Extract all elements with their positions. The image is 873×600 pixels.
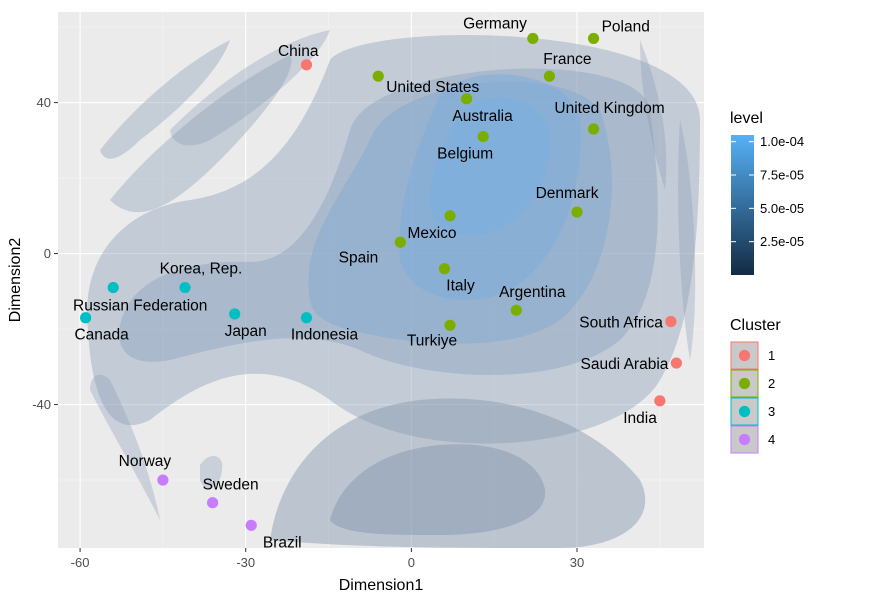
cluster-key-label: 1 bbox=[768, 348, 775, 363]
data-point bbox=[229, 308, 241, 320]
level-legend-ticks: 1.0e-04 7.5e-05 5.0e-05 2.5e-05 bbox=[731, 134, 804, 249]
density-band-14 bbox=[640, 40, 667, 190]
point-label: China bbox=[278, 43, 319, 60]
point-label: Spain bbox=[339, 249, 379, 266]
level-legend: level 1.0e-04 7.5e-05 5.0e-05 2.5e-05 bbox=[730, 110, 804, 275]
cluster-key-box bbox=[730, 369, 759, 398]
density-band-8 bbox=[110, 55, 292, 213]
point-label: Russian Federation bbox=[73, 298, 207, 315]
point-label: Mexico bbox=[407, 225, 456, 242]
data-point bbox=[587, 32, 600, 45]
x-axis-ticks: -60 -30 0 30 bbox=[71, 548, 584, 570]
point-label: Norway bbox=[119, 453, 172, 470]
density-band-9 bbox=[100, 40, 230, 159]
point-label: Indonesia bbox=[291, 327, 359, 344]
data-point bbox=[107, 281, 119, 294]
data-point bbox=[543, 70, 556, 82]
data-point bbox=[527, 32, 539, 45]
density-band-11 bbox=[90, 374, 160, 520]
cluster-key-label: 2 bbox=[768, 376, 775, 391]
point-label: Argentina bbox=[499, 284, 566, 301]
level-tick-label: 2.5e-05 bbox=[760, 234, 804, 249]
cluster-key-dot bbox=[738, 405, 751, 418]
data-point bbox=[372, 70, 384, 82]
data-point bbox=[300, 312, 313, 324]
data-point bbox=[444, 210, 456, 222]
cluster-key-dot bbox=[738, 433, 751, 446]
point-label: Germany bbox=[463, 15, 527, 32]
points-layer bbox=[80, 32, 682, 531]
point-label: Australia bbox=[452, 108, 513, 125]
cluster-key-label: 3 bbox=[768, 404, 775, 419]
y-axis-title: Dimension2 bbox=[7, 238, 24, 323]
data-point bbox=[654, 395, 666, 407]
data-point bbox=[587, 123, 600, 135]
y-tick-label: 40 bbox=[37, 95, 51, 110]
data-point bbox=[571, 206, 583, 218]
point-label: United Kingdom bbox=[554, 100, 664, 117]
point-label: Korea, Rep. bbox=[160, 261, 243, 278]
data-point bbox=[80, 312, 92, 324]
point-label: India bbox=[623, 410, 657, 427]
density-band-6 bbox=[270, 398, 646, 548]
cluster-key-label: 4 bbox=[768, 432, 775, 447]
level-tick-label: 7.5e-05 bbox=[760, 168, 804, 183]
density-band-5 bbox=[430, 97, 551, 236]
cluster-key-dot bbox=[738, 349, 751, 362]
data-point bbox=[300, 59, 313, 71]
data-point bbox=[438, 263, 451, 275]
data-point bbox=[670, 357, 682, 369]
point-label: Denmark bbox=[536, 185, 599, 202]
x-tick-label: 30 bbox=[570, 555, 584, 570]
point-label: Saudi Arabia bbox=[580, 356, 668, 373]
data-point bbox=[665, 315, 677, 328]
level-tick-label: 1.0e-04 bbox=[760, 134, 804, 149]
density-contours bbox=[86, 30, 701, 548]
data-point bbox=[206, 497, 219, 509]
density-band-7 bbox=[330, 444, 546, 535]
cluster-legend-items: 1 2 3 4 bbox=[730, 341, 775, 454]
cluster-key-dot bbox=[738, 377, 751, 390]
point-label: United States bbox=[386, 79, 479, 96]
cluster-key-box bbox=[730, 397, 759, 426]
point-label: Poland bbox=[602, 18, 650, 35]
level-colorbar bbox=[731, 135, 754, 275]
point-label: Canada bbox=[74, 327, 129, 344]
data-point bbox=[157, 474, 169, 486]
cluster-legend-title: Cluster bbox=[730, 317, 781, 334]
data-point bbox=[477, 130, 489, 143]
x-tick-label: -30 bbox=[236, 555, 255, 570]
density-band-13 bbox=[678, 120, 696, 360]
point-label: Turkiye bbox=[407, 332, 457, 349]
density-band-12 bbox=[200, 455, 223, 489]
point-label: Sweden bbox=[203, 477, 259, 494]
y-tick-label: 0 bbox=[44, 246, 51, 261]
point-label: Italy bbox=[446, 278, 475, 295]
density-band-10 bbox=[170, 30, 330, 146]
level-tick-label: 5.0e-05 bbox=[760, 201, 804, 216]
point-labels-layer: China South Africa Saudi Arabia India German… bbox=[73, 15, 669, 551]
x-tick-label: -60 bbox=[71, 555, 90, 570]
data-point bbox=[394, 236, 406, 248]
data-point bbox=[460, 93, 473, 105]
data-point bbox=[444, 319, 456, 331]
level-legend-title: level bbox=[730, 110, 763, 127]
point-label: Belgium bbox=[437, 146, 493, 163]
point-label: South Africa bbox=[579, 315, 663, 332]
point-label: Brazil bbox=[263, 534, 302, 551]
x-axis-title: Dimension1 bbox=[339, 577, 424, 594]
y-tick-label: -40 bbox=[32, 397, 51, 412]
cluster-legend: Cluster 1 2 3 4 bbox=[730, 317, 781, 454]
point-label: France bbox=[543, 51, 591, 68]
data-point bbox=[179, 281, 191, 294]
y-axis-ticks: 40 0 -40 bbox=[32, 95, 58, 412]
point-label: Japan bbox=[225, 323, 267, 340]
data-point bbox=[510, 304, 522, 316]
data-point bbox=[245, 519, 257, 531]
x-tick-label: 0 bbox=[408, 555, 415, 570]
